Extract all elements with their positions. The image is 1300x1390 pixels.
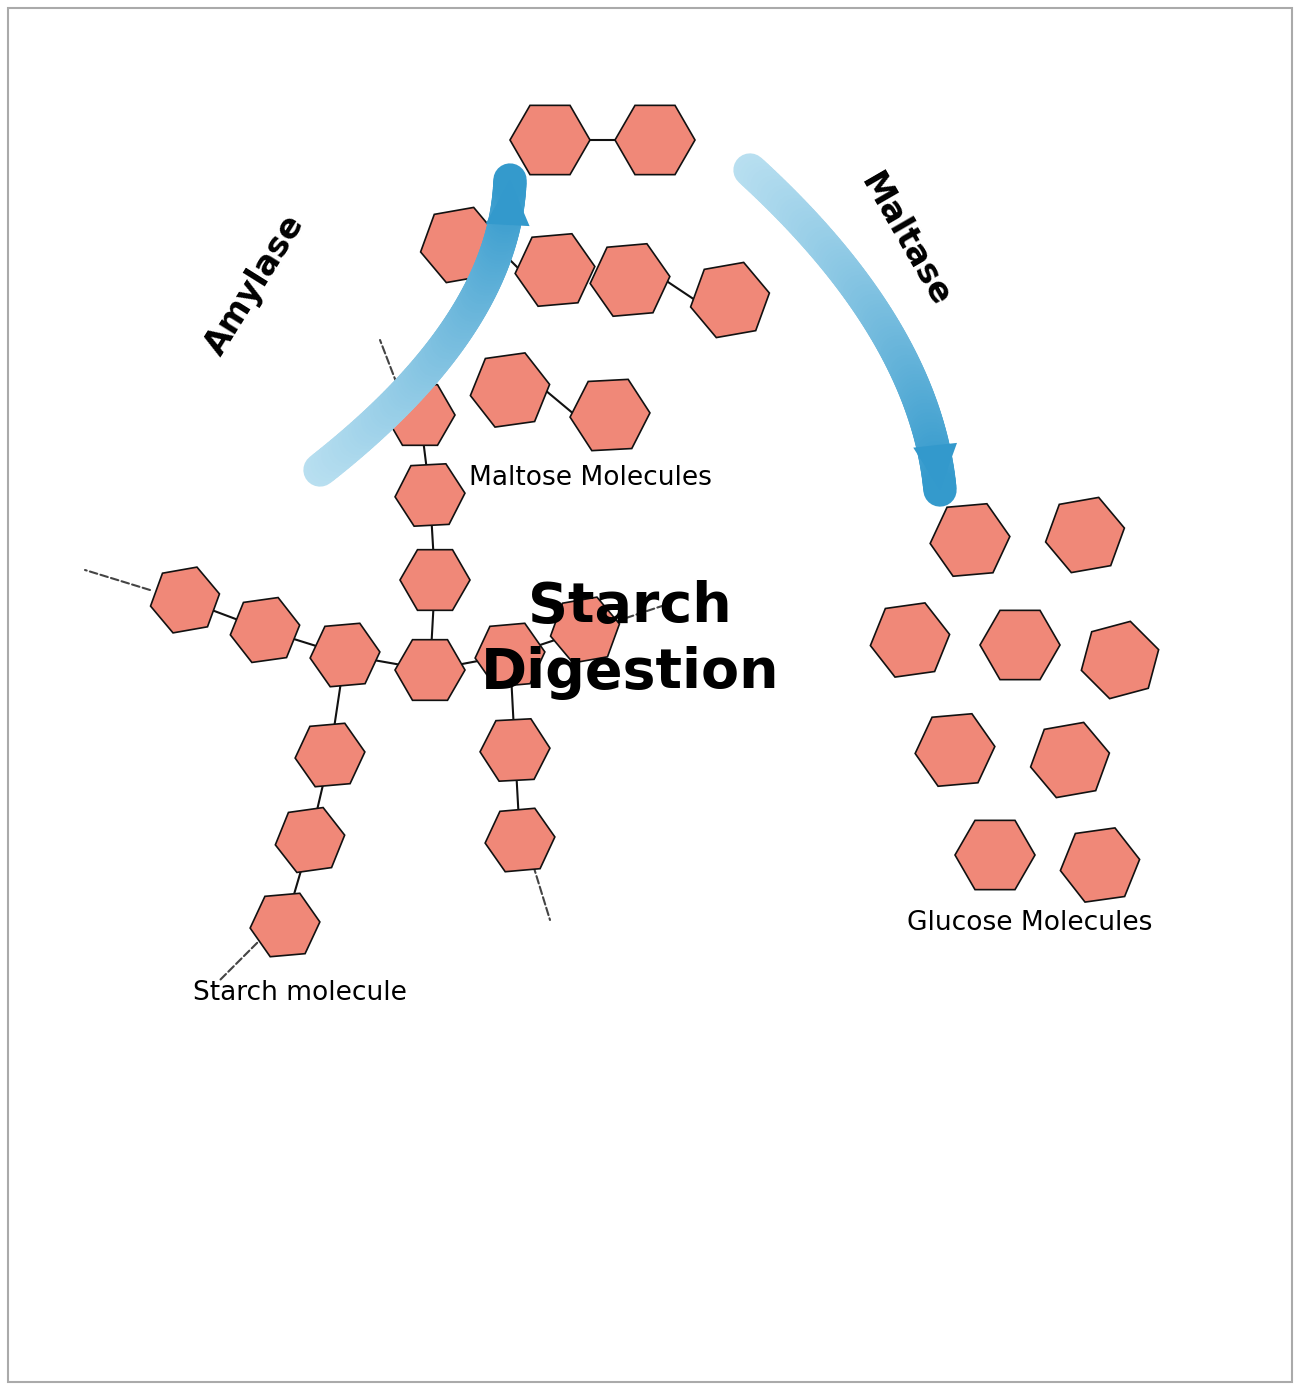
Polygon shape: [1061, 828, 1140, 902]
Polygon shape: [590, 243, 670, 317]
Polygon shape: [1031, 723, 1109, 798]
Text: Maltase: Maltase: [854, 168, 957, 313]
Polygon shape: [400, 549, 471, 610]
Polygon shape: [690, 263, 770, 338]
Polygon shape: [276, 808, 344, 873]
Text: Glucose Molecules: Glucose Molecules: [907, 910, 1153, 935]
Polygon shape: [931, 503, 1010, 577]
Text: Maltose Molecules: Maltose Molecules: [468, 466, 711, 491]
Polygon shape: [151, 567, 220, 632]
Polygon shape: [295, 723, 365, 787]
Text: Starch molecule: Starch molecule: [194, 980, 407, 1006]
Polygon shape: [615, 106, 696, 175]
Polygon shape: [486, 179, 529, 227]
Polygon shape: [480, 719, 550, 781]
Polygon shape: [571, 379, 650, 450]
Text: Starch
Digestion: Starch Digestion: [481, 580, 779, 701]
Polygon shape: [250, 894, 320, 956]
Polygon shape: [1045, 498, 1124, 573]
Polygon shape: [474, 623, 545, 687]
Polygon shape: [421, 207, 499, 282]
FancyBboxPatch shape: [8, 8, 1292, 1382]
Polygon shape: [395, 464, 465, 527]
Polygon shape: [915, 713, 994, 787]
Polygon shape: [311, 623, 380, 687]
Polygon shape: [550, 598, 620, 663]
Polygon shape: [471, 353, 550, 427]
Polygon shape: [485, 808, 555, 872]
Polygon shape: [980, 610, 1060, 680]
Polygon shape: [515, 234, 595, 306]
Polygon shape: [871, 603, 949, 677]
Polygon shape: [956, 820, 1035, 890]
Polygon shape: [510, 106, 590, 175]
Polygon shape: [395, 639, 465, 701]
Polygon shape: [1082, 621, 1158, 699]
Polygon shape: [914, 443, 957, 491]
Text: Amylase: Amylase: [199, 208, 311, 361]
Polygon shape: [230, 598, 300, 663]
Polygon shape: [385, 385, 455, 445]
